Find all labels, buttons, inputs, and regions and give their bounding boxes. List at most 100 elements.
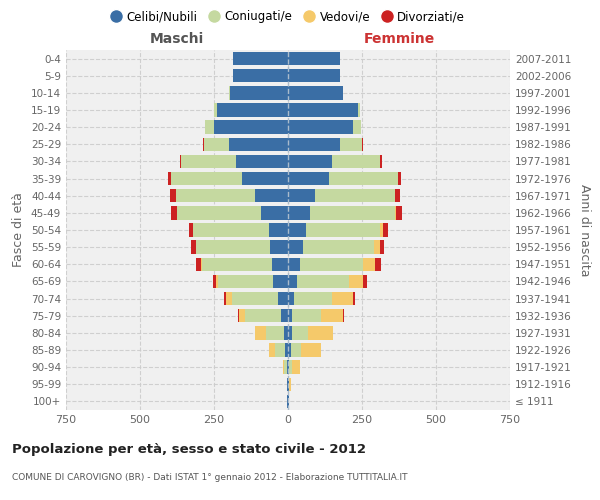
Bar <box>288 292 294 306</box>
Bar <box>288 240 303 254</box>
Bar <box>314 189 395 202</box>
Bar <box>353 292 355 306</box>
Bar <box>236 154 288 168</box>
Bar <box>191 240 196 254</box>
Bar <box>171 206 177 220</box>
Bar <box>272 258 288 271</box>
Bar <box>395 189 400 202</box>
Bar <box>278 292 288 306</box>
Bar <box>239 309 245 322</box>
Bar <box>301 344 320 356</box>
Bar <box>332 154 380 168</box>
Bar <box>288 309 292 322</box>
Bar <box>288 224 306 236</box>
Bar <box>320 309 343 322</box>
Bar <box>233 69 288 82</box>
Bar <box>203 138 229 151</box>
Bar <box>288 189 314 202</box>
Bar <box>288 86 343 100</box>
Bar <box>395 206 396 220</box>
Bar <box>288 172 329 186</box>
Bar <box>285 344 288 356</box>
Bar <box>308 326 333 340</box>
Bar <box>343 309 344 322</box>
Bar <box>230 86 288 100</box>
Bar <box>288 344 291 356</box>
Bar <box>170 189 176 202</box>
Bar <box>273 274 288 288</box>
Bar <box>288 326 292 340</box>
Bar <box>289 378 291 391</box>
Bar <box>214 120 288 134</box>
Bar <box>205 120 214 134</box>
Bar <box>288 360 289 374</box>
Bar <box>374 240 380 254</box>
Bar <box>177 206 262 220</box>
Bar <box>196 258 200 271</box>
Bar <box>256 326 266 340</box>
Bar <box>269 344 275 356</box>
Bar <box>242 172 288 186</box>
Bar <box>212 274 216 288</box>
Bar <box>167 172 171 186</box>
Bar <box>288 154 332 168</box>
Bar <box>383 224 388 236</box>
Bar <box>358 104 360 117</box>
Bar <box>292 309 320 322</box>
Bar <box>256 189 288 202</box>
Bar <box>364 258 376 271</box>
Bar <box>214 104 217 117</box>
Bar <box>269 224 288 236</box>
Bar <box>176 189 256 202</box>
Bar <box>217 104 288 117</box>
Bar <box>193 224 269 236</box>
Bar <box>288 206 310 220</box>
Bar <box>380 224 383 236</box>
Bar <box>229 138 288 151</box>
Bar <box>340 138 362 151</box>
Bar <box>380 240 384 254</box>
Bar <box>224 292 226 306</box>
Bar <box>281 309 288 322</box>
Bar <box>332 292 353 306</box>
Bar <box>300 258 364 271</box>
Bar <box>196 240 270 254</box>
Bar <box>287 360 288 374</box>
Bar <box>216 274 218 288</box>
Bar <box>294 292 332 306</box>
Bar <box>262 206 288 220</box>
Bar <box>291 344 301 356</box>
Bar <box>292 326 308 340</box>
Text: Maschi: Maschi <box>150 32 204 46</box>
Text: Femmine: Femmine <box>364 32 434 46</box>
Bar <box>297 274 349 288</box>
Bar <box>288 138 340 151</box>
Bar <box>270 240 288 254</box>
Bar <box>180 154 181 168</box>
Bar <box>289 360 292 374</box>
Bar <box>398 172 401 186</box>
Y-axis label: Anni di nascita: Anni di nascita <box>578 184 591 276</box>
Bar <box>266 326 284 340</box>
Bar <box>303 240 374 254</box>
Bar <box>329 172 398 186</box>
Y-axis label: Fasce di età: Fasce di età <box>13 192 25 268</box>
Bar <box>181 154 236 168</box>
Text: COMUNE DI CAROVIGNO (BR) - Dati ISTAT 1° gennaio 2012 - Elaborazione TUTTITALIA.: COMUNE DI CAROVIGNO (BR) - Dati ISTAT 1°… <box>12 472 407 482</box>
Bar <box>284 326 288 340</box>
Legend: Celibi/Nubili, Coniugati/e, Vedovi/e, Divorziati/e: Celibi/Nubili, Coniugati/e, Vedovi/e, Di… <box>106 6 470 28</box>
Bar <box>364 274 367 288</box>
Bar <box>226 292 232 306</box>
Bar <box>306 224 380 236</box>
Bar <box>200 258 202 271</box>
Bar <box>218 274 273 288</box>
Bar <box>288 120 353 134</box>
Bar <box>396 206 402 220</box>
Bar <box>310 206 395 220</box>
Bar <box>353 120 361 134</box>
Bar <box>288 69 340 82</box>
Bar <box>288 274 297 288</box>
Bar <box>288 104 358 117</box>
Bar <box>283 360 284 374</box>
Bar <box>288 52 340 66</box>
